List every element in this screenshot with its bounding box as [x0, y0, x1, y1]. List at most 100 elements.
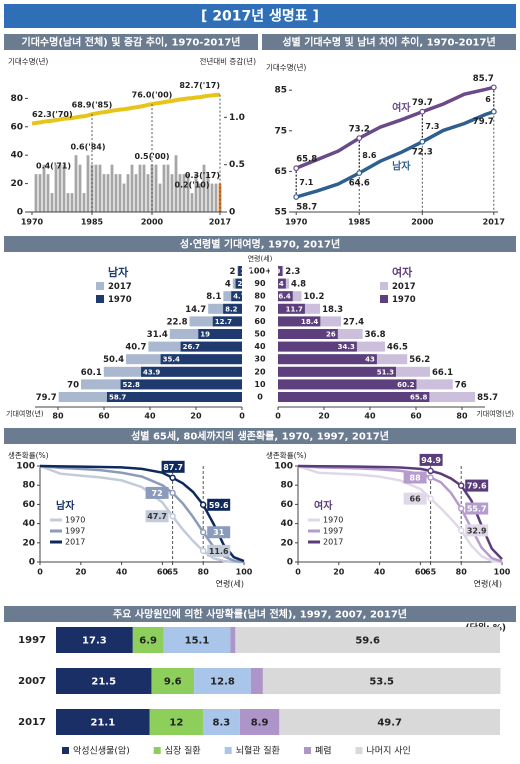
- legend-swatch: [96, 282, 104, 290]
- bar: [190, 193, 194, 212]
- data-label: 2.3: [285, 267, 300, 277]
- difference-label: 6: [485, 95, 491, 104]
- y-axis-label: 기대수명(년): [8, 56, 48, 66]
- bar: [130, 164, 134, 212]
- category-axis-label: 연령(세): [248, 254, 273, 263]
- data-label: 9.6: [164, 677, 182, 688]
- label-box: [207, 526, 231, 539]
- bar: [138, 164, 142, 212]
- bar: [278, 303, 305, 314]
- x-tick-label: 40: [374, 568, 386, 577]
- bar: [278, 266, 283, 276]
- x-tick-label: 60: [157, 568, 169, 577]
- bar-segment: [132, 627, 164, 653]
- bar-segment: [262, 668, 501, 694]
- bar: [174, 155, 178, 212]
- panel-name: 남자: [56, 499, 75, 512]
- bar: [86, 155, 90, 212]
- bar: [46, 174, 50, 212]
- x-tick-label: 0: [295, 568, 301, 577]
- legend-label: 2017: [65, 538, 85, 547]
- bar: [110, 164, 114, 212]
- data-label: 59.6: [209, 501, 229, 510]
- data-label: 6.9: [139, 636, 157, 647]
- x-tick-label: 0: [275, 412, 281, 421]
- x-tick-label: 0: [37, 568, 43, 577]
- bar: [198, 329, 242, 339]
- x-tick-label: 1970: [21, 218, 44, 227]
- data-label: 66.1: [432, 368, 453, 378]
- bar: [34, 174, 38, 212]
- data-label: 8.3: [213, 718, 231, 729]
- label-box: [145, 510, 169, 523]
- data-label: 79.7: [412, 98, 433, 108]
- bar: [106, 174, 110, 212]
- category-label: 30: [254, 355, 266, 364]
- title-bar: [4, 4, 516, 28]
- x-tick-label: 1970: [285, 218, 308, 227]
- legend-swatch: [380, 282, 388, 290]
- data-label: 27.4: [343, 317, 364, 327]
- data-label: 26: [326, 331, 336, 339]
- bar: [126, 174, 130, 212]
- data-label: 8.1: [206, 292, 221, 302]
- section-header: [4, 606, 516, 622]
- data-label: 0.4('71): [36, 162, 71, 171]
- data-label: 6.4: [278, 293, 291, 301]
- x-tick-label: 2000: [141, 218, 164, 227]
- section-title: 성별 기대수명 및 남녀 차이 추이, 1970-2017년: [282, 36, 495, 49]
- x-axis-label: 연령(세): [216, 580, 244, 589]
- legend-swatch: [380, 295, 388, 303]
- x-tick-label: 2017: [483, 218, 505, 227]
- data-label: 51.3: [377, 368, 394, 376]
- y-tick-label: 80: [10, 94, 23, 104]
- label-box: [207, 498, 231, 511]
- data-label: 52.8: [123, 381, 140, 389]
- category-label: 40: [254, 342, 266, 351]
- legend-label: 1997: [323, 527, 343, 536]
- bar-segment: [239, 709, 280, 735]
- y-tick-label: 80: [22, 481, 35, 491]
- legend-label: 여자: [392, 101, 411, 114]
- bar: [120, 379, 242, 390]
- line: [31, 92, 221, 126]
- bar: [78, 164, 82, 212]
- y-tick-label: 20: [10, 179, 23, 189]
- point: [169, 474, 176, 482]
- data-label: 79.7: [36, 393, 57, 403]
- x-tick-label: 60: [415, 568, 427, 577]
- point: [356, 170, 363, 176]
- data-label: 34.3: [338, 343, 355, 351]
- data-label: 79.7: [473, 117, 494, 127]
- data-label: 50.4: [103, 355, 124, 365]
- section-header: [262, 34, 516, 50]
- y-tick-label: 100: [16, 462, 35, 472]
- section-title: 주요 사망원인에 의한 사망확률(남녀 전체), 1997, 2007, 201…: [113, 608, 407, 621]
- point: [427, 495, 434, 502]
- group-name: 남자: [108, 265, 129, 279]
- bar: [210, 183, 214, 212]
- bar: [202, 164, 206, 212]
- bar: [42, 164, 46, 212]
- point: [356, 135, 363, 141]
- bar: [278, 329, 338, 339]
- bar: [134, 174, 138, 212]
- bar: [235, 278, 242, 289]
- data-label: 58.7: [296, 202, 317, 212]
- legend-label: 나머지 사인: [367, 746, 411, 757]
- data-label: 58.7: [109, 394, 126, 402]
- data-label: 53.5: [369, 677, 394, 688]
- bar-segment: [149, 709, 203, 735]
- panel-name: 여자: [314, 499, 333, 512]
- data-label: 72: [152, 489, 163, 498]
- bar-segment: [194, 668, 251, 694]
- bar: [166, 164, 170, 212]
- bar: [198, 183, 202, 212]
- data-label: 11.7: [286, 305, 303, 313]
- data-label: 31: [213, 528, 225, 537]
- section-title: 성·연령별 기대여명, 1970, 2017년: [180, 238, 340, 251]
- category-label: 0: [257, 393, 263, 402]
- category-label: 10: [254, 380, 266, 389]
- point: [199, 501, 207, 509]
